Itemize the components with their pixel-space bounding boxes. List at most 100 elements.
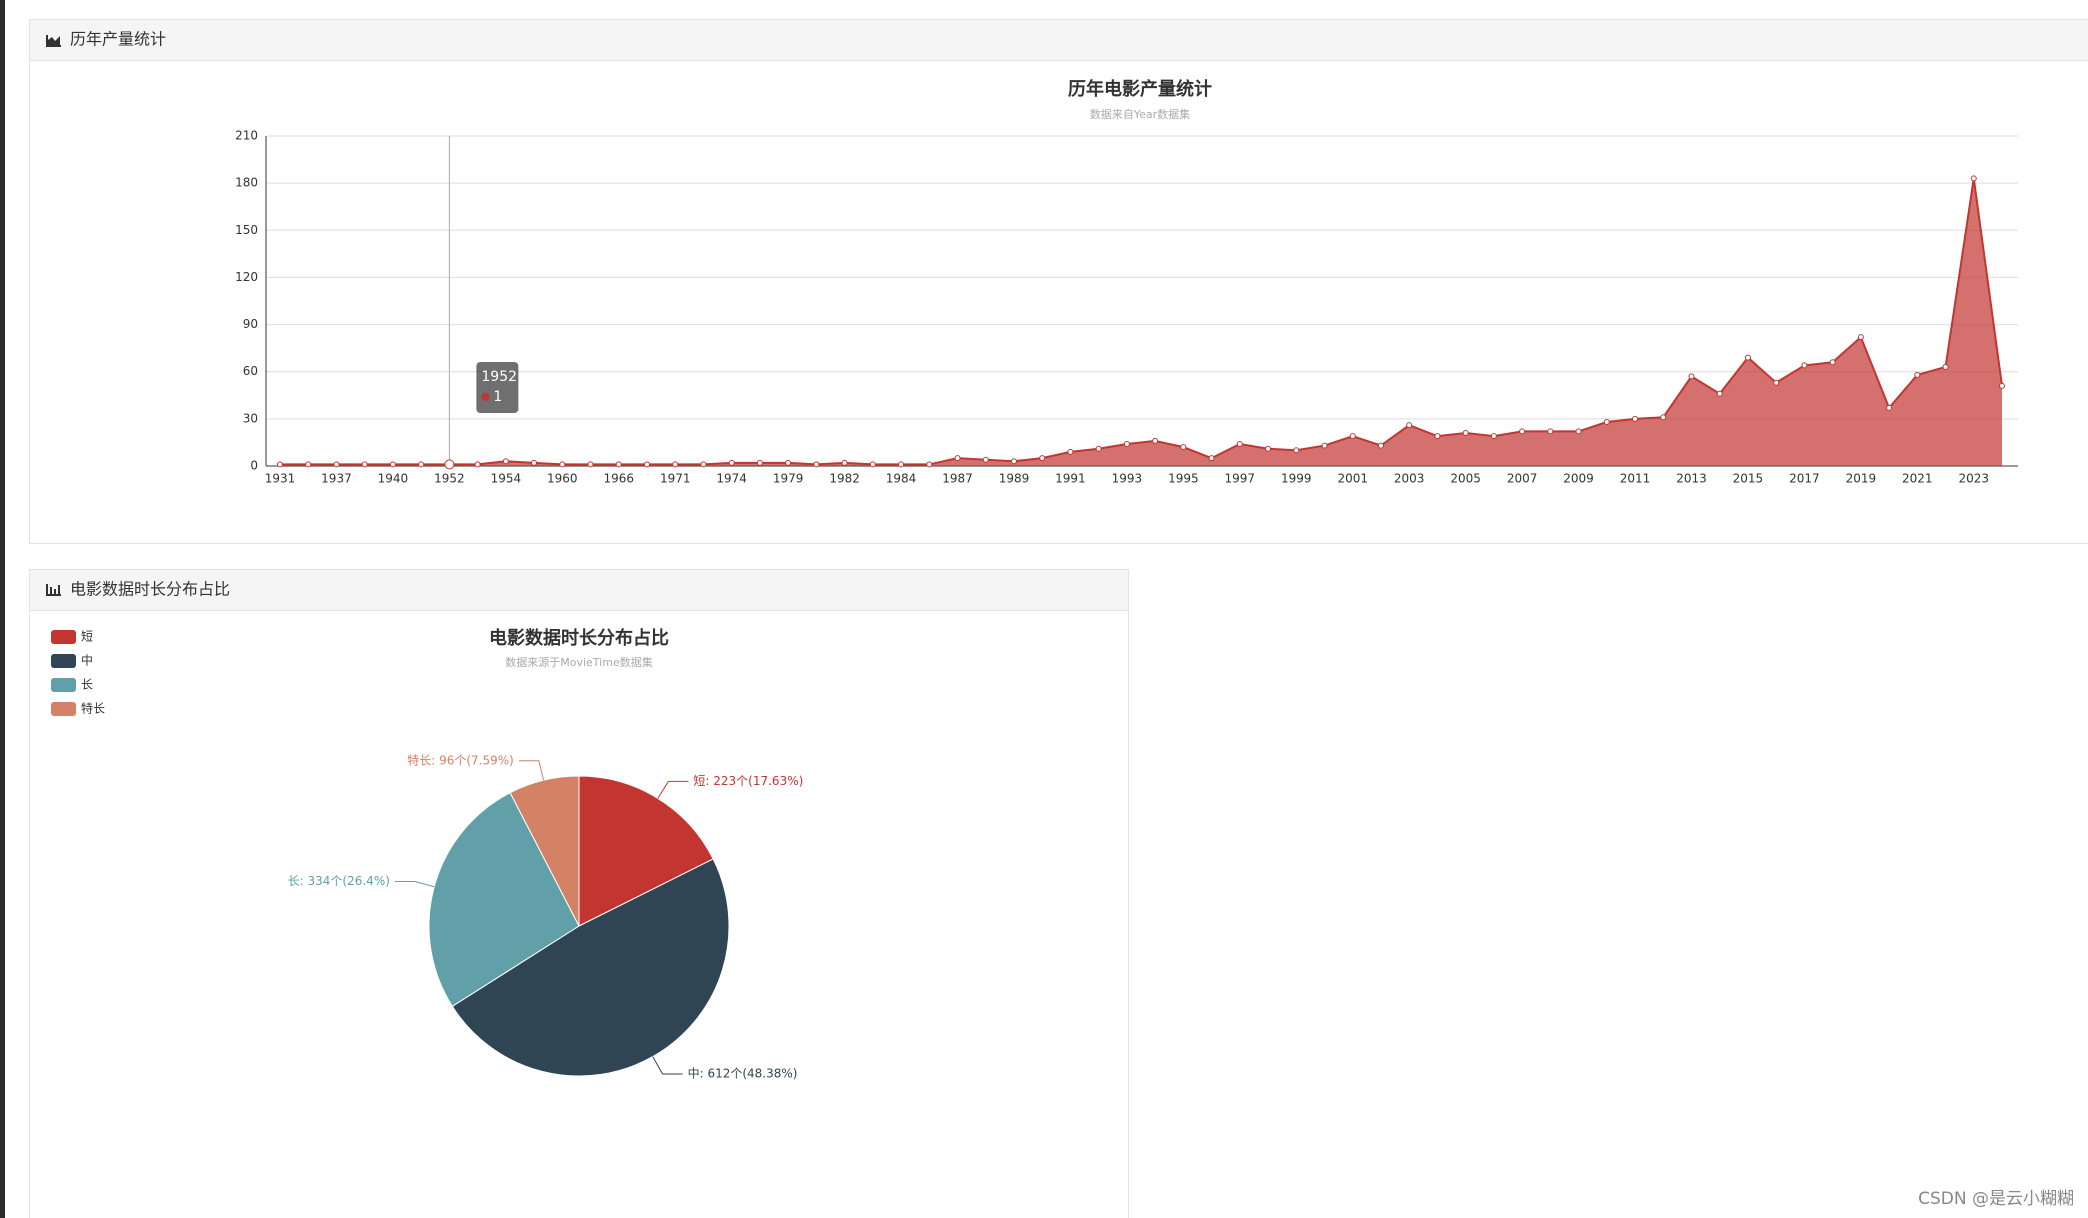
y-tick-label: 0 [250,459,258,473]
legend-label: 短 [81,630,93,644]
x-tick-label: 1997 [1225,472,1256,486]
point [1095,445,1102,452]
point [502,458,509,465]
point [1744,354,1751,361]
point [474,461,481,468]
point [305,461,312,468]
x-tick-label: 1987 [942,472,973,486]
x-tick-label: 2015 [1733,472,1764,486]
panel-title: 历年产量统计 [70,30,166,49]
point [1632,415,1639,422]
point [1180,444,1187,451]
point [1716,390,1723,397]
point [1942,364,1949,370]
x-tick-label: 2009 [1563,472,1594,486]
x-tick-label: 1982 [829,472,860,486]
x-tick-label: 2019 [1846,472,1877,486]
legend-label: 中 [81,653,93,668]
chart-subtitle: 数据来自Year数据集 [1090,107,1190,121]
x-tick-label: 1931 [265,472,296,486]
label-line [518,760,545,781]
x-tick-label: 1993 [1112,472,1143,486]
x-tick-label: 2007 [1507,472,1538,486]
point [1067,448,1074,455]
x-tick-label: 1995 [1168,472,1199,486]
point [1914,371,1921,378]
point [1886,404,1893,411]
x-tick-label: 2003 [1394,472,1425,486]
x-tick-label: 2021 [1902,472,1933,486]
point [841,459,848,466]
point [1490,433,1497,440]
point [756,459,763,466]
tooltip-title: 1952 [481,369,517,385]
point [1265,445,1272,452]
chart-title: 电影数据时长分布占比 [489,627,669,649]
point [1603,419,1610,425]
x-tick-label: 1989 [999,472,1030,486]
y-tick-label: 210 [235,129,258,143]
point [559,461,566,468]
legend-label: 特长 [81,701,105,716]
point [813,461,820,468]
x-tick-label: 1937 [321,472,352,486]
slice-label: 中: 612个(48.38%) [688,1066,798,1081]
side-strip [0,0,5,1218]
point [333,461,340,468]
point [444,459,455,470]
tooltip-dot [481,393,490,401]
x-tick-label: 2023 [1958,472,1989,486]
point [1857,334,1864,341]
point [1349,433,1356,440]
point [982,456,989,463]
point [1406,422,1413,429]
x-tick-label: 1971 [660,472,691,486]
label-line [652,1056,683,1075]
point [1575,428,1582,435]
point [785,459,792,466]
point [1010,458,1017,465]
point [898,461,905,468]
point [1547,428,1554,435]
point [643,461,650,468]
x-tick-label: 1999 [1281,472,1312,486]
slice-label: 长: 334个(26.4%) [288,874,390,888]
x-tick-label: 2001 [1337,472,1368,486]
point [1999,382,2005,389]
point [1519,428,1526,435]
x-tick-label: 1966 [603,472,634,486]
point [672,461,679,468]
point [615,461,622,468]
tooltip-value: 1 [493,389,502,405]
x-tick-label: 2013 [1676,472,1707,486]
point [1434,433,1441,440]
chart-title: 历年电影产量统计 [1068,78,1212,100]
pie-slice [428,792,580,1008]
point [1123,441,1130,447]
point [1688,373,1695,380]
legend-label: 长 [81,678,93,692]
bar-icon [46,584,61,596]
legend-swatch [51,654,76,668]
point [1773,379,1780,386]
point [869,461,876,468]
point [1039,455,1046,462]
slice-label: 特长: 96个(7.59%) [407,752,514,767]
x-tick-label: 1974 [716,472,747,486]
x-tick-label: 1984 [886,472,917,486]
point [1462,430,1469,436]
point [1970,175,1977,182]
legend-swatch [51,678,76,692]
point [587,461,594,468]
x-tick-label: 2011 [1620,472,1651,486]
legend-swatch [51,702,76,716]
panel-header [29,19,2088,61]
point [926,461,933,468]
label-line [394,881,435,888]
y-tick-label: 30 [243,411,258,425]
area-icon [46,35,61,47]
x-tick-label: 2017 [1789,472,1820,486]
point [389,461,396,468]
chart-subtitle: 数据来源于MovieTime数据集 [505,655,652,669]
